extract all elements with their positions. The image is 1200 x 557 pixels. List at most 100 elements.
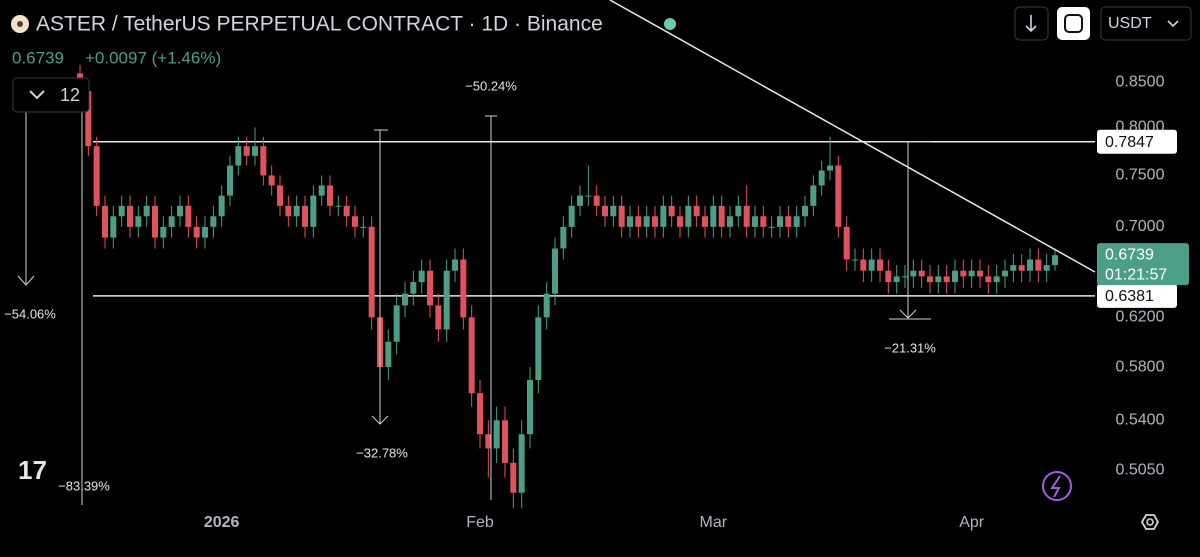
candle-body	[860, 259, 867, 271]
y-tick-label: 0.7500	[1116, 167, 1165, 184]
candle-body	[927, 276, 933, 283]
trend-line	[609, 0, 1096, 273]
candle-body	[410, 282, 417, 294]
candle-body	[585, 195, 592, 197]
download-button[interactable]	[1014, 6, 1049, 41]
candle-body	[285, 205, 292, 217]
candle-body	[335, 205, 342, 207]
level-tag-label: 0.7847	[1105, 134, 1154, 151]
level-tag-label: 0.6381	[1105, 288, 1154, 305]
candle-body	[502, 420, 508, 463]
candle-body	[1027, 259, 1033, 271]
plot-area	[77, 64, 1095, 509]
candle-body	[677, 216, 683, 227]
candle-body	[302, 205, 308, 227]
candle-body	[852, 259, 858, 261]
candle-body	[735, 205, 742, 217]
candle-body	[793, 216, 800, 227]
tradingview-logo: 17	[18, 455, 47, 485]
candle-body	[460, 259, 467, 318]
candle-body	[293, 205, 300, 217]
candle-body	[418, 270, 425, 283]
candle-body	[477, 393, 483, 435]
candle-body	[693, 205, 700, 217]
currency-select[interactable]: USDT	[1100, 6, 1192, 41]
candle-body	[660, 205, 667, 227]
candle-body	[627, 216, 633, 227]
fullscreen-button[interactable]	[1057, 7, 1090, 40]
candle-body	[668, 205, 675, 217]
level-tag	[1097, 283, 1177, 308]
candle-body	[385, 341, 392, 368]
candle-body	[452, 259, 458, 271]
last-price-tag	[1097, 243, 1189, 286]
candle-body	[868, 259, 875, 271]
candle-body	[252, 146, 258, 156]
y-tick-label: 0.8500	[1116, 73, 1165, 90]
candle-body	[910, 270, 917, 277]
candle-body	[193, 226, 200, 238]
settings-button[interactable]	[1140, 514, 1160, 530]
header-change: +0.0097 (+1.46%)	[85, 48, 221, 67]
candle-body	[210, 216, 217, 227]
candle-body	[560, 226, 567, 249]
candle-body	[402, 293, 408, 306]
candle-body	[685, 205, 692, 227]
candle-body	[810, 185, 817, 206]
candle-body	[752, 216, 758, 227]
candle-body	[310, 195, 317, 227]
candle-body	[702, 216, 708, 227]
candle-body	[935, 276, 942, 283]
candle-body	[368, 226, 375, 318]
y-tick-label: 0.5050	[1116, 461, 1165, 478]
candle-body	[185, 205, 192, 227]
candle-body	[818, 170, 825, 186]
symbol-icon-dot	[17, 21, 23, 27]
candle-body	[768, 226, 775, 228]
candle-body	[360, 226, 367, 228]
y-tick-label: 0.7000	[1116, 218, 1165, 235]
candle-body	[227, 165, 233, 196]
candle-body	[1018, 265, 1025, 271]
candle-body	[443, 270, 450, 330]
candle-body	[902, 276, 908, 278]
candle-body	[760, 216, 767, 227]
last-price-label: 0.6739	[1105, 246, 1154, 263]
y-tick-label: 0.6200	[1116, 309, 1165, 326]
candle-body	[485, 434, 492, 449]
candle-body	[802, 205, 808, 217]
indicator-toggle[interactable]: 12	[12, 77, 90, 113]
candle-body	[943, 276, 950, 283]
y-tick-label: 0.5800	[1116, 358, 1165, 375]
candle-body	[235, 146, 242, 166]
candle-body	[885, 270, 892, 283]
candle-body	[593, 195, 600, 206]
candle-body	[435, 305, 442, 330]
candle-body	[827, 165, 833, 171]
annotation: −83.39%	[58, 478, 110, 493]
lightning-button[interactable]	[1042, 471, 1072, 501]
candle-body	[568, 205, 575, 227]
candle-body	[1002, 270, 1008, 277]
candle-body	[518, 434, 525, 493]
candle-body	[260, 146, 267, 176]
candle-body	[1043, 265, 1050, 271]
candle-body	[93, 146, 100, 206]
candle-body	[710, 205, 717, 227]
candle-body	[977, 270, 983, 277]
candle-body	[993, 276, 1000, 283]
annotation: −50.24%	[465, 78, 517, 93]
candle-body	[718, 205, 725, 227]
x-tick-label: 2026	[204, 514, 240, 531]
candle-body	[152, 205, 158, 238]
candle-body	[277, 185, 283, 206]
candle-body	[85, 90, 92, 147]
candle-body	[985, 276, 992, 283]
candle-body	[177, 205, 183, 217]
candle-body	[843, 226, 850, 260]
indicator-count: 12	[60, 85, 80, 105]
header-price: 0.6739	[12, 48, 64, 67]
candle-body	[893, 276, 900, 283]
candle-body	[918, 270, 925, 277]
